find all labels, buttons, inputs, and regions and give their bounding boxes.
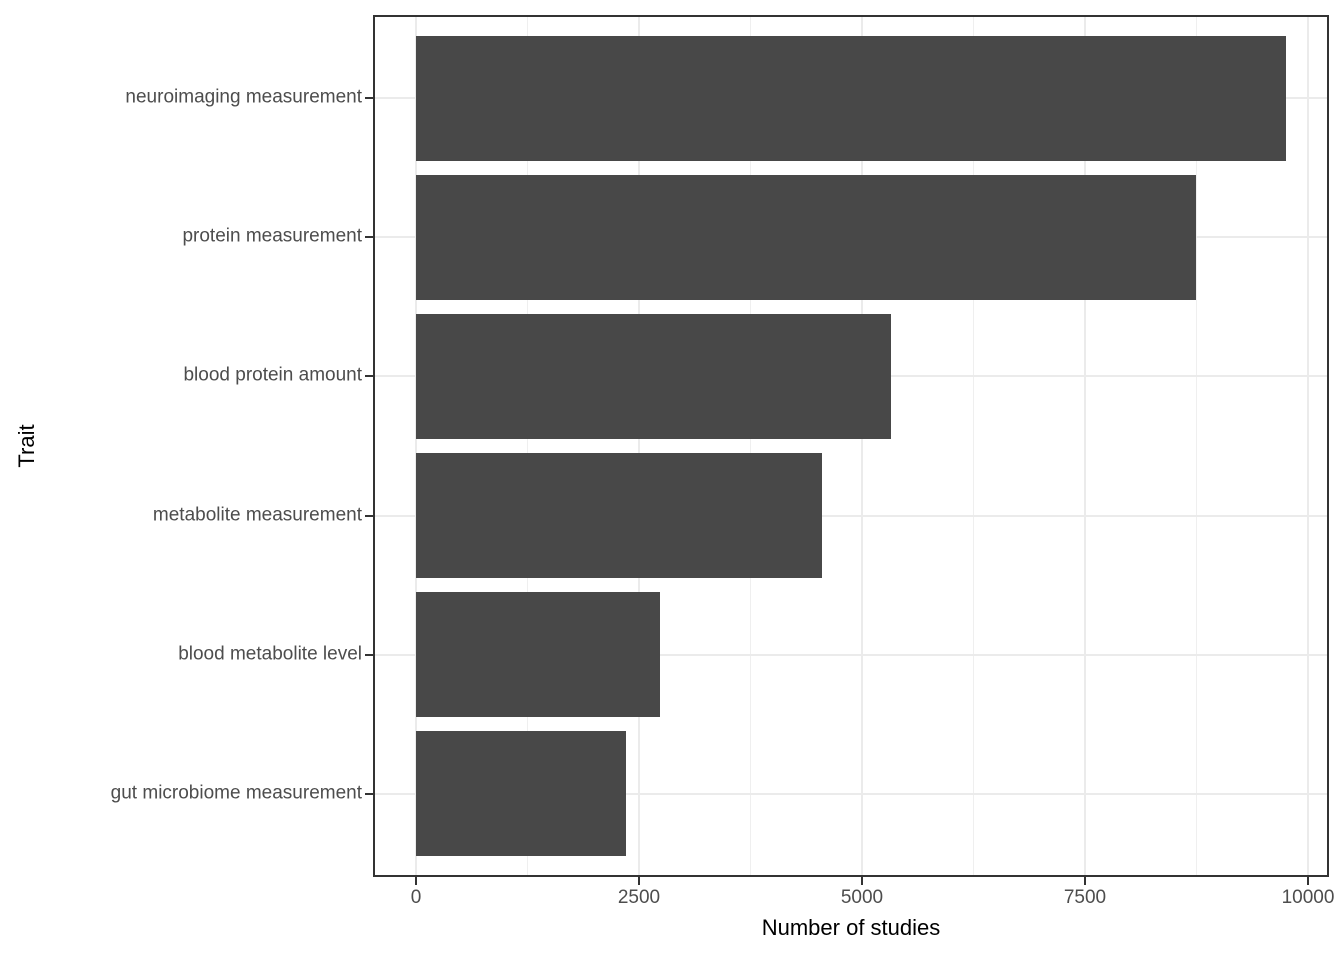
gridline-minor-vertical bbox=[749, 15, 752, 877]
x-tick-mark bbox=[1307, 877, 1309, 885]
plot-panel bbox=[373, 15, 1329, 877]
gridline-major-vertical bbox=[638, 15, 640, 877]
gridline-minor-vertical bbox=[972, 15, 975, 877]
y-tick-mark bbox=[365, 792, 373, 795]
bar-gut-microbiome-measurement bbox=[416, 731, 626, 857]
y-tick-mark bbox=[365, 236, 373, 239]
bar-blood-metabolite-level bbox=[416, 591, 661, 718]
y-tick-label: blood protein amount bbox=[183, 365, 362, 387]
y-tick-label: metabolite measurement bbox=[152, 504, 362, 526]
x-tick-label: 5000 bbox=[840, 887, 884, 908]
y-tick-label: blood metabolite level bbox=[178, 643, 362, 665]
y-tick-mark bbox=[365, 375, 373, 378]
gridline-major-vertical bbox=[1307, 15, 1309, 877]
gridline-minor-vertical bbox=[1195, 15, 1198, 877]
bar-blood-protein-amount bbox=[416, 313, 892, 440]
gridline-minor-vertical bbox=[526, 15, 529, 877]
gridline-major-horizontal bbox=[373, 792, 1329, 795]
bar-metabolite-measurement bbox=[416, 452, 822, 579]
y-tick-mark bbox=[365, 653, 373, 656]
x-tick-mark bbox=[861, 877, 863, 885]
x-axis-title: Number of studies bbox=[761, 915, 941, 940]
x-tick-label: 10000 bbox=[1281, 887, 1335, 908]
bar-protein-measurement bbox=[416, 174, 1196, 300]
x-tick-label: 2500 bbox=[617, 887, 661, 908]
y-tick-mark bbox=[365, 97, 373, 100]
gridline-major-horizontal bbox=[373, 653, 1329, 656]
x-tick-mark bbox=[415, 877, 417, 885]
bar-neuroimaging-measurement bbox=[416, 35, 1286, 161]
y-axis-title: Trait bbox=[13, 424, 39, 468]
x-tick-mark bbox=[638, 877, 640, 885]
y-tick-label: gut microbiome measurement bbox=[110, 782, 362, 804]
gridline-major-horizontal bbox=[373, 514, 1329, 517]
x-tick-label: 7500 bbox=[1063, 887, 1107, 908]
gridline-major-vertical bbox=[1084, 15, 1086, 877]
x-tick-mark bbox=[1084, 877, 1086, 885]
y-tick-label: neuroimaging measurement bbox=[125, 87, 362, 109]
y-tick-label: protein measurement bbox=[182, 226, 362, 248]
gridline-major-vertical bbox=[861, 15, 863, 877]
gridline-major-vertical bbox=[415, 15, 417, 877]
x-tick-label: 0 bbox=[410, 887, 422, 908]
y-tick-mark bbox=[365, 514, 373, 517]
